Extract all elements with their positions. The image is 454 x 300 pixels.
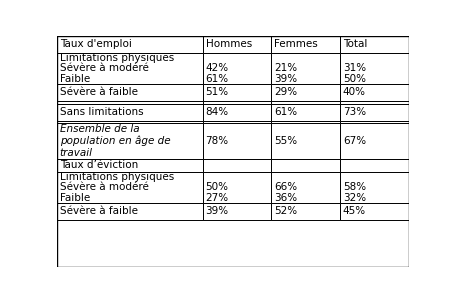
Bar bbox=[340, 101, 409, 104]
Bar bbox=[203, 53, 271, 84]
Bar bbox=[340, 53, 409, 84]
Bar bbox=[57, 36, 203, 53]
Text: 78%: 78% bbox=[206, 136, 229, 146]
Text: 39%: 39% bbox=[206, 206, 229, 216]
Bar bbox=[203, 121, 271, 123]
Text: Faible: Faible bbox=[59, 74, 90, 84]
Text: 61%: 61% bbox=[206, 74, 229, 84]
Bar bbox=[57, 121, 203, 123]
Bar bbox=[271, 101, 340, 104]
Text: 52%: 52% bbox=[274, 206, 297, 216]
Text: 55%: 55% bbox=[274, 136, 297, 146]
Text: 27%: 27% bbox=[206, 193, 229, 203]
Text: 36%: 36% bbox=[274, 193, 297, 203]
Bar bbox=[203, 36, 271, 53]
Text: Taux d'emploi: Taux d'emploi bbox=[59, 39, 132, 50]
Text: 45%: 45% bbox=[343, 206, 366, 216]
Bar bbox=[340, 123, 409, 159]
Text: 73%: 73% bbox=[343, 107, 366, 117]
Text: travail: travail bbox=[59, 148, 93, 158]
Text: Faible: Faible bbox=[59, 193, 90, 203]
Text: 31%: 31% bbox=[343, 64, 366, 74]
Bar bbox=[271, 53, 340, 84]
Bar bbox=[57, 84, 203, 101]
Text: 84%: 84% bbox=[206, 107, 229, 117]
Text: 58%: 58% bbox=[343, 182, 366, 192]
Bar bbox=[203, 101, 271, 104]
Bar bbox=[203, 84, 271, 101]
Bar bbox=[203, 172, 271, 203]
Bar bbox=[340, 159, 409, 172]
Bar bbox=[271, 104, 340, 121]
Text: 50%: 50% bbox=[343, 74, 366, 84]
Bar bbox=[340, 172, 409, 203]
Text: Sévère à faible: Sévère à faible bbox=[59, 88, 138, 98]
Text: population en âge de: population en âge de bbox=[59, 136, 170, 146]
Text: Sévère à faible: Sévère à faible bbox=[59, 206, 138, 216]
Text: Taux d’éviction: Taux d’éviction bbox=[59, 160, 138, 170]
Bar bbox=[57, 159, 203, 172]
Text: Femmes: Femmes bbox=[274, 39, 318, 50]
Bar bbox=[271, 203, 340, 220]
Bar bbox=[340, 36, 409, 53]
Bar bbox=[57, 123, 203, 159]
Bar bbox=[57, 104, 203, 121]
Text: 21%: 21% bbox=[274, 64, 297, 74]
Bar bbox=[203, 104, 271, 121]
Bar bbox=[340, 84, 409, 101]
Text: 40%: 40% bbox=[343, 88, 366, 98]
Text: Ensemble de la: Ensemble de la bbox=[59, 124, 139, 134]
Bar bbox=[203, 123, 271, 159]
Bar bbox=[57, 53, 203, 84]
Bar bbox=[271, 123, 340, 159]
Bar bbox=[340, 203, 409, 220]
Text: 50%: 50% bbox=[206, 182, 228, 192]
Text: Sans limitations: Sans limitations bbox=[59, 107, 143, 117]
Text: 51%: 51% bbox=[206, 88, 229, 98]
Bar bbox=[271, 172, 340, 203]
Bar bbox=[340, 104, 409, 121]
Bar bbox=[203, 159, 271, 172]
Text: Limitations physiques: Limitations physiques bbox=[59, 53, 174, 63]
Text: 42%: 42% bbox=[206, 64, 229, 74]
Bar bbox=[57, 172, 203, 203]
Bar bbox=[57, 203, 203, 220]
Text: 61%: 61% bbox=[274, 107, 297, 117]
Bar bbox=[203, 203, 271, 220]
Text: Sévère à modéré: Sévère à modéré bbox=[59, 182, 148, 192]
Bar bbox=[271, 36, 340, 53]
Text: Hommes: Hommes bbox=[206, 39, 252, 50]
Text: Total: Total bbox=[343, 39, 367, 50]
Text: 29%: 29% bbox=[274, 88, 297, 98]
Text: 67%: 67% bbox=[343, 136, 366, 146]
Text: 66%: 66% bbox=[274, 182, 297, 192]
Text: Sévère à modéré: Sévère à modéré bbox=[59, 64, 148, 74]
Bar bbox=[271, 84, 340, 101]
Text: 32%: 32% bbox=[343, 193, 366, 203]
Text: Limitations physiques: Limitations physiques bbox=[59, 172, 174, 182]
Bar bbox=[271, 121, 340, 123]
Bar bbox=[271, 159, 340, 172]
Text: 39%: 39% bbox=[274, 74, 297, 84]
Bar bbox=[57, 101, 203, 104]
Bar bbox=[340, 121, 409, 123]
